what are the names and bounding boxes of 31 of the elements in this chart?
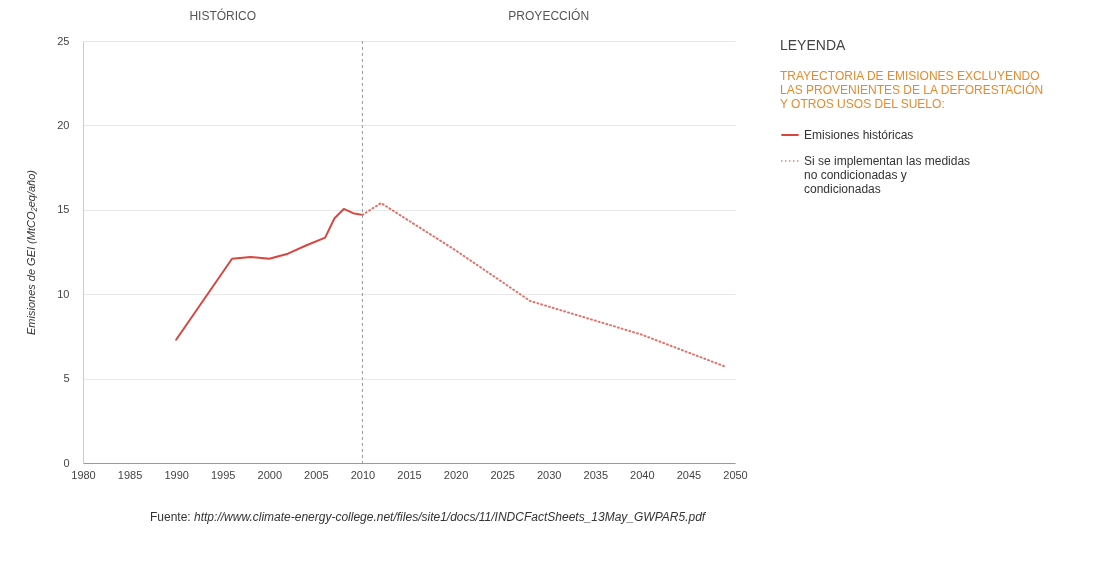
x-tick-label: 2025 (490, 468, 515, 481)
x-tick-label: 1980 (71, 468, 96, 481)
x-tick-label: 2010 (350, 468, 376, 481)
x-tick-label: 2015 (397, 468, 422, 481)
x-tick-label: 2040 (630, 468, 655, 481)
legend-title: TRAYECTORIA DE EMISIONES EXCLUYENDO LAS PROVENIENTES DE LA DEFORESTACIÓN Y OTROS USOS DEL SUELO: (780, 69, 1044, 111)
x-tick-label: 2000 (257, 468, 283, 481)
text: HISTÓRICO (189, 8, 257, 23)
x-tick-label: 2020 (443, 468, 469, 481)
x-tick-label: 2005 (304, 468, 329, 481)
y-tick-label: 10 (57, 287, 70, 300)
line-series (361, 202, 727, 368)
x-tick-label: 2045 (676, 468, 702, 481)
x-tick-label: 2030 (536, 468, 562, 481)
y-tick-label: 15 (57, 203, 70, 216)
x-tick-label: 1995 (210, 468, 236, 481)
x-tick-label: 2050 (723, 468, 748, 481)
y-tick-label: 20 (57, 118, 70, 131)
text: LEYENDA (780, 37, 847, 53)
y-axis-title: Emisiones de GEI (MtCO₂eq/año) (25, 169, 38, 335)
x-tick-label: 2035 (583, 468, 609, 481)
text: PROYECCIÓN (508, 8, 590, 23)
y-tick-label: 5 (63, 372, 70, 385)
source-note: Fuente: http://www.climate-energy-college.net/files/site1/docs/11/INDCFactSheets_13May_GWPAR5.pdf (150, 510, 706, 524)
legend-label: Emisiones históricas (804, 128, 914, 142)
legend-label: Si se implementan las medidas no condicionadas y condicionadas (804, 154, 971, 196)
y-tick-label: 25 (57, 34, 70, 47)
y-tick-label: 0 (63, 456, 70, 469)
line-series (175, 207, 364, 341)
x-tick-label: 1985 (117, 468, 143, 481)
x-tick-label: 1990 (164, 468, 189, 481)
